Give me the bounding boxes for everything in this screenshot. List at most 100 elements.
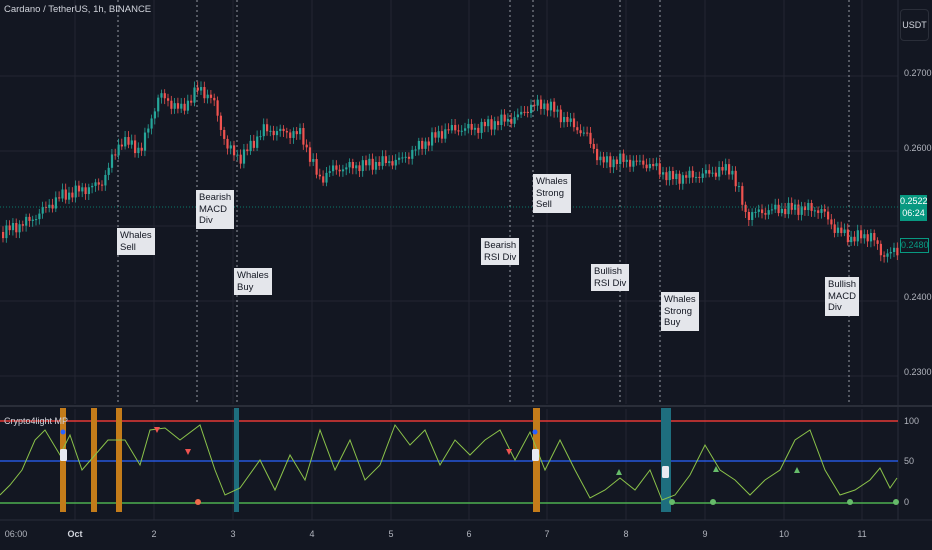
candle-body (609, 156, 612, 168)
time-label: 5 (388, 529, 394, 539)
candle-body (312, 159, 315, 162)
candle-body (143, 132, 147, 151)
candle-body (417, 140, 420, 150)
candle-body (447, 129, 450, 131)
candle-body (477, 127, 480, 133)
annotation-bullish-rsi-div[interactable]: Bullish RSI Div (591, 264, 630, 291)
candle-body (183, 103, 186, 111)
candle-body (437, 131, 440, 138)
currency-button[interactable]: USDT (900, 9, 929, 41)
candle-body (378, 161, 381, 166)
candle-body (843, 229, 846, 234)
candle-body (569, 118, 572, 122)
candle-body (140, 147, 143, 151)
candle-body (483, 121, 486, 127)
candle-body (335, 165, 338, 170)
candle-body (381, 156, 384, 166)
candle-body (391, 161, 394, 166)
symbol-title[interactable]: Cardano / TetherUS, 1h, BINANCE (4, 4, 152, 15)
candle-body (718, 167, 721, 177)
annotation-whales-strong-buy[interactable]: Whales Strong Buy (661, 292, 699, 331)
candle-body (457, 130, 460, 132)
candle-body (120, 144, 123, 147)
candle-body (500, 114, 503, 125)
candle-body (170, 100, 173, 109)
time-label: 4 (309, 529, 315, 539)
candle-body (728, 164, 731, 175)
candle-body (421, 140, 424, 149)
candle-body (25, 216, 28, 226)
candle-body (444, 129, 447, 139)
candle-body (368, 158, 371, 166)
signal-band-strong-buy (661, 408, 671, 512)
red-dot-marker (195, 499, 201, 505)
buy-triangle-marker (794, 467, 800, 473)
candle-body (167, 98, 170, 101)
candle-body (790, 202, 793, 210)
candle-body (586, 132, 589, 134)
candle-body (407, 156, 411, 159)
candle-body (741, 186, 744, 205)
candle-body (784, 208, 787, 215)
candle-body (840, 227, 843, 234)
candle-body (107, 167, 110, 175)
candle-body (536, 99, 539, 106)
candle-body (71, 192, 74, 198)
candle-body (520, 111, 523, 115)
candle-body (28, 216, 31, 221)
candle-body (348, 161, 351, 168)
candle-body (655, 163, 658, 167)
candle-body (51, 204, 54, 209)
candle-body (8, 225, 11, 231)
candle-body (632, 160, 635, 167)
candle-body (797, 204, 800, 215)
annotation-whales-buy[interactable]: Whales Buy (234, 268, 272, 295)
candle-body (361, 160, 364, 172)
annotation-bearish-macd-div[interactable]: Bearish MACD Div (196, 190, 235, 229)
candle-body (754, 211, 757, 213)
candle-body (823, 209, 826, 212)
annotation-bearish-rsi-div[interactable]: Bearish RSI Div (481, 238, 520, 265)
candle-body (539, 99, 543, 109)
candle-body (160, 93, 163, 98)
candle-body (761, 209, 764, 214)
candle-body (645, 164, 648, 169)
whale-sell-icon (60, 449, 67, 461)
candle-body (807, 202, 810, 211)
candle-body (328, 171, 331, 173)
candle-body (77, 185, 81, 192)
candle-body (876, 240, 879, 244)
candle-body (566, 116, 569, 122)
annotation-whales-sell[interactable]: Whales Sell (117, 228, 155, 255)
candle-body (374, 161, 378, 170)
annotation-whales-strong-sell[interactable]: Whales Strong Sell (533, 174, 571, 213)
candle-body (648, 163, 651, 169)
oscillator-line (0, 423, 898, 501)
current-price: 0.2522 (900, 196, 928, 206)
candle-body (470, 123, 473, 130)
signal-band-sell (91, 408, 97, 512)
candle-body (751, 212, 754, 220)
candle-body (866, 234, 869, 242)
candle-body (219, 115, 222, 130)
candle-body (180, 103, 183, 109)
candle-body (777, 204, 780, 214)
candle-body (54, 197, 57, 209)
candle-body (11, 223, 15, 231)
candle-body (869, 233, 873, 242)
candle-body (58, 197, 61, 199)
candle-body (836, 227, 840, 233)
candle-body (493, 121, 496, 130)
candle-body (404, 156, 407, 158)
bar-countdown: 06:24 (902, 208, 925, 218)
candle-body (490, 119, 493, 130)
indicator-title[interactable]: Crypto4light MP (4, 416, 69, 426)
annotation-bullish-macd-div[interactable]: Bullish MACD Div (825, 277, 859, 316)
candle-body (84, 187, 87, 195)
candle-body (592, 143, 595, 149)
candle-body (747, 211, 750, 220)
candle-body (414, 149, 417, 151)
candle-body (695, 176, 698, 178)
candle-body (2, 232, 5, 239)
